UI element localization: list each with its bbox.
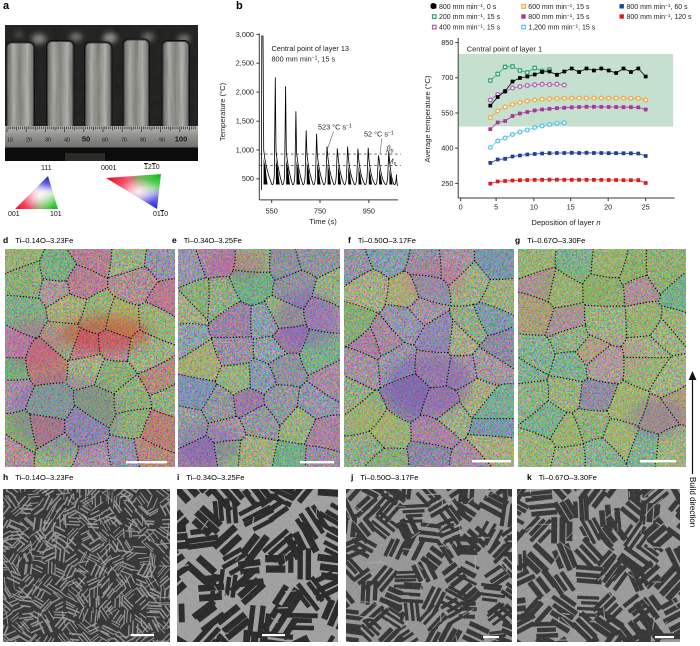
svg-text:700: 700 xyxy=(441,73,453,82)
svg-text:550: 550 xyxy=(441,108,453,117)
svg-text:βtr: βtr xyxy=(386,144,395,155)
svg-text:10: 10 xyxy=(7,138,13,144)
svg-text:90: 90 xyxy=(159,138,165,144)
svg-text:80: 80 xyxy=(140,138,146,144)
svg-text:Ms: Ms xyxy=(388,157,397,168)
svg-text:800 mm min−1, 120 s: 800 mm min−1, 120 s xyxy=(627,13,693,21)
svg-text:1,000: 1,000 xyxy=(236,145,254,154)
svg-text:500: 500 xyxy=(242,174,254,183)
svg-text:0: 0 xyxy=(459,203,463,212)
svg-text:400: 400 xyxy=(441,144,453,153)
svg-text:523 °C s−1: 523 °C s−1 xyxy=(318,123,352,132)
svg-text:10: 10 xyxy=(530,203,538,212)
svg-text:Average temperature (°C): Average temperature (°C) xyxy=(425,75,432,162)
svg-text:800 mm min−1, 15 s: 800 mm min−1, 15 s xyxy=(528,13,590,21)
svg-text:52 °C s−1: 52 °C s−1 xyxy=(364,130,394,139)
svg-text:25: 25 xyxy=(642,203,650,212)
svg-text:800 mm min−1, 60 s: 800 mm min−1, 60 s xyxy=(627,3,689,11)
svg-text:60: 60 xyxy=(102,138,108,144)
svg-text:2,500: 2,500 xyxy=(236,59,254,68)
svg-text:30: 30 xyxy=(45,138,51,144)
svg-text:Temperature (°C): Temperature (°C) xyxy=(218,82,227,141)
svg-text:Deposition of layer n: Deposition of layer n xyxy=(531,218,600,227)
svg-text:5: 5 xyxy=(494,203,498,212)
svg-text:750: 750 xyxy=(314,207,326,216)
svg-text:100: 100 xyxy=(175,135,188,144)
svg-text:1,200 mm min−1, 15 s: 1,200 mm min−1, 15 s xyxy=(528,24,595,32)
svg-text:950: 950 xyxy=(363,207,375,216)
svg-text:40: 40 xyxy=(64,138,70,144)
svg-text:800 mm min−1, 0 s: 800 mm min−1, 0 s xyxy=(439,3,497,11)
svg-text:15: 15 xyxy=(567,203,575,212)
svg-text:50: 50 xyxy=(82,135,90,144)
svg-text:Time (s): Time (s) xyxy=(309,217,337,226)
svg-text:1,500: 1,500 xyxy=(236,117,254,126)
svg-text:20: 20 xyxy=(26,138,32,144)
svg-text:400 mm min−1, 15 s: 400 mm min−1, 15 s xyxy=(439,24,501,32)
svg-text:2,000: 2,000 xyxy=(236,88,254,97)
svg-text:550: 550 xyxy=(266,207,278,216)
svg-text:200 mm min−1, 15 s: 200 mm min−1, 15 s xyxy=(439,13,501,21)
svg-text:850: 850 xyxy=(441,38,453,47)
svg-text:Central point of layer 13: Central point of layer 13 xyxy=(272,44,349,53)
svg-text:70: 70 xyxy=(121,138,127,144)
svg-text:800 mm min−1, 15 s: 800 mm min−1, 15 s xyxy=(272,55,336,64)
svg-text:250: 250 xyxy=(441,179,453,188)
svg-text:Central point of layer 1: Central point of layer 1 xyxy=(467,45,542,54)
svg-text:20: 20 xyxy=(604,203,612,212)
svg-text:600 mm min−1, 15 s: 600 mm min−1, 15 s xyxy=(528,3,590,11)
svg-text:3,000: 3,000 xyxy=(236,30,254,39)
